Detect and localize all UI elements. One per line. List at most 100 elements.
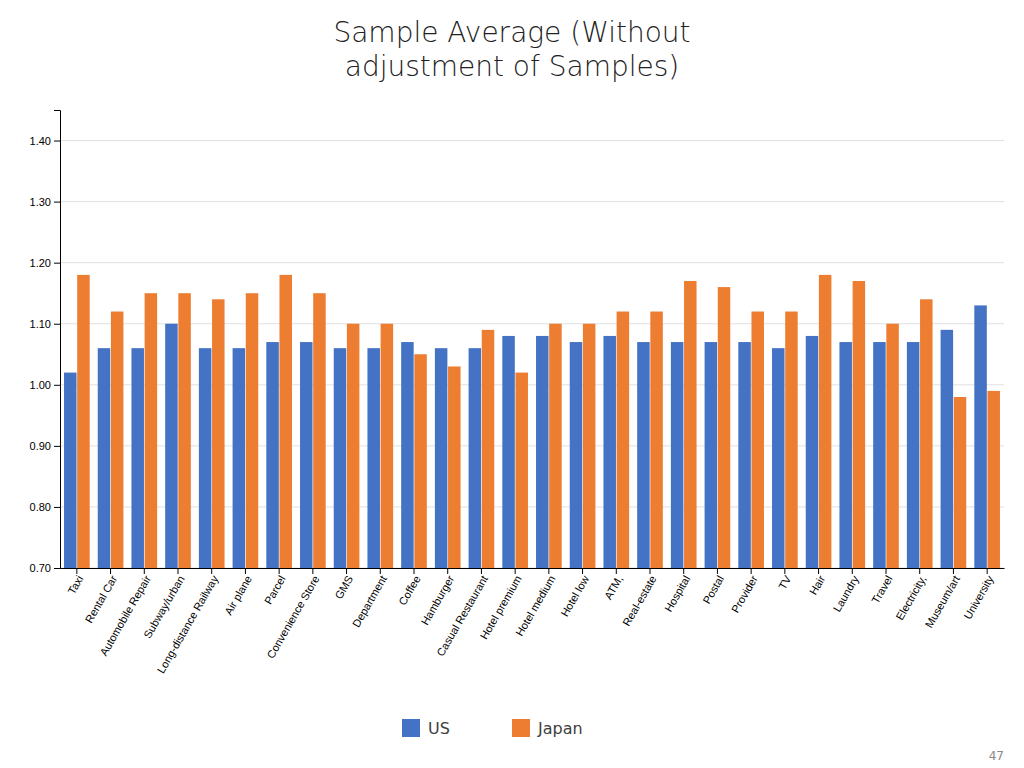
x-tick: Automobile Repair — [97, 568, 153, 658]
bar — [212, 299, 224, 568]
bar — [583, 324, 595, 568]
bar — [145, 293, 157, 568]
bar — [785, 312, 797, 568]
x-tick-mark — [717, 568, 718, 574]
y-tick-mark — [54, 507, 60, 508]
bar — [64, 373, 76, 568]
bar — [165, 324, 177, 568]
x-tick: Convenience Store — [264, 568, 321, 660]
x-tick-label: Laundry — [831, 573, 862, 614]
x-tick-label: Real-estate — [620, 573, 659, 628]
x-tick-mark — [211, 568, 212, 574]
x-tick-label: Hotel low — [558, 573, 591, 618]
x-tick: University — [961, 568, 996, 621]
x-tick-label: Hair — [807, 573, 828, 597]
bar — [920, 299, 932, 568]
y-tick: 1.40 — [30, 135, 60, 147]
y-tick-label: 1.30 — [30, 196, 51, 208]
bar — [853, 281, 865, 568]
x-tick-mark — [886, 568, 887, 574]
bar — [987, 391, 999, 568]
x-tick: Long-distance Railway — [155, 568, 221, 675]
y-tick-label: 0.80 — [30, 501, 51, 513]
x-tick-label: University — [961, 573, 996, 621]
bar — [515, 373, 527, 568]
x-tick-mark — [76, 568, 77, 574]
x-tick-mark — [178, 568, 179, 574]
x-tick-label: Electricity, — [893, 573, 928, 622]
x-tick-label: Provider — [729, 573, 760, 615]
x-tick-mark — [312, 568, 313, 574]
x-tick-label: GMS — [332, 573, 355, 601]
bar-series — [64, 305, 987, 568]
x-tick-label: Convenience Store — [264, 573, 321, 660]
x-tick: Hamburger — [418, 568, 456, 627]
bar — [347, 324, 359, 568]
bar — [772, 348, 784, 568]
bar — [414, 354, 426, 568]
bar — [246, 293, 258, 568]
bar — [279, 275, 291, 568]
legend-item: US — [402, 719, 450, 738]
x-tick: Coffee — [396, 568, 423, 607]
x-tick: Travel — [869, 568, 894, 605]
y-tick-label: 1.20 — [30, 257, 51, 269]
legend-label: US — [428, 719, 450, 738]
x-tick-mark — [414, 568, 415, 574]
bar — [435, 348, 447, 568]
page-number: 47 — [989, 749, 1004, 763]
bar — [718, 287, 730, 568]
x-tick-label: Coffee — [396, 573, 423, 607]
y-tick: 0.80 — [30, 501, 60, 513]
legend: US Japan — [402, 719, 583, 738]
legend-label: Japan — [537, 719, 583, 738]
x-tick-label: Air plane — [222, 573, 254, 617]
x-tick: Hotel medium — [513, 568, 557, 638]
x-tick-label: TV — [776, 573, 794, 592]
x-tick: Provider — [729, 568, 760, 615]
x-tick-mark — [515, 568, 516, 574]
title: Sample Average (Withoutadjustment of Sam… — [333, 16, 690, 83]
y-tick: 0.90 — [30, 440, 60, 452]
x-tick: GMS — [332, 568, 355, 601]
x-tick-label: Museum/art — [923, 573, 962, 629]
y-tick-label: 0.90 — [30, 440, 51, 452]
y-tick: 1.10 — [30, 318, 60, 330]
x-tick: Postal — [700, 568, 726, 606]
grid-line — [60, 201, 1004, 202]
x-tick-label: ATM, — [602, 573, 625, 601]
x-tick-label: Automobile Repair — [97, 573, 153, 658]
y-tick-mark — [54, 446, 60, 447]
y-tick: 1.30 — [30, 196, 60, 208]
bar — [873, 342, 885, 568]
x-tick-label: Hotel medium — [513, 573, 557, 638]
x-tick-label: Taxi — [65, 573, 85, 596]
x-tick-label: Hospital — [662, 573, 692, 613]
x-tick-mark — [683, 568, 684, 574]
x-tick-label: Long-distance Railway — [155, 573, 221, 675]
bar — [178, 293, 190, 568]
bar — [233, 348, 245, 568]
bar — [381, 324, 393, 568]
y-tick-mark — [54, 385, 60, 386]
grid-line — [60, 140, 1004, 141]
plot-area: 0.700.800.901.001.101.201.301.40TaxiRent… — [30, 111, 1005, 768]
y-tick-label: 0.70 — [30, 562, 51, 574]
x-tick: Hair — [807, 568, 828, 597]
x-tick-mark — [919, 568, 920, 574]
y-tick: 1.20 — [30, 257, 60, 269]
legend-swatch — [512, 719, 530, 737]
bar — [482, 330, 494, 568]
y-tick: 1.00 — [30, 379, 60, 391]
x-tick-mark — [852, 568, 853, 574]
x-tick-label: Postal — [700, 573, 726, 605]
x-tick-mark — [279, 568, 280, 574]
bar — [941, 330, 953, 568]
legend-item: Japan — [512, 719, 583, 738]
y-tick-label: 1.10 — [30, 318, 51, 330]
x-tick-mark — [818, 568, 819, 574]
bar — [650, 312, 662, 568]
bar — [334, 348, 346, 568]
y-tick-label: 1.40 — [30, 135, 51, 147]
x-tick: Electricity, — [893, 568, 928, 622]
